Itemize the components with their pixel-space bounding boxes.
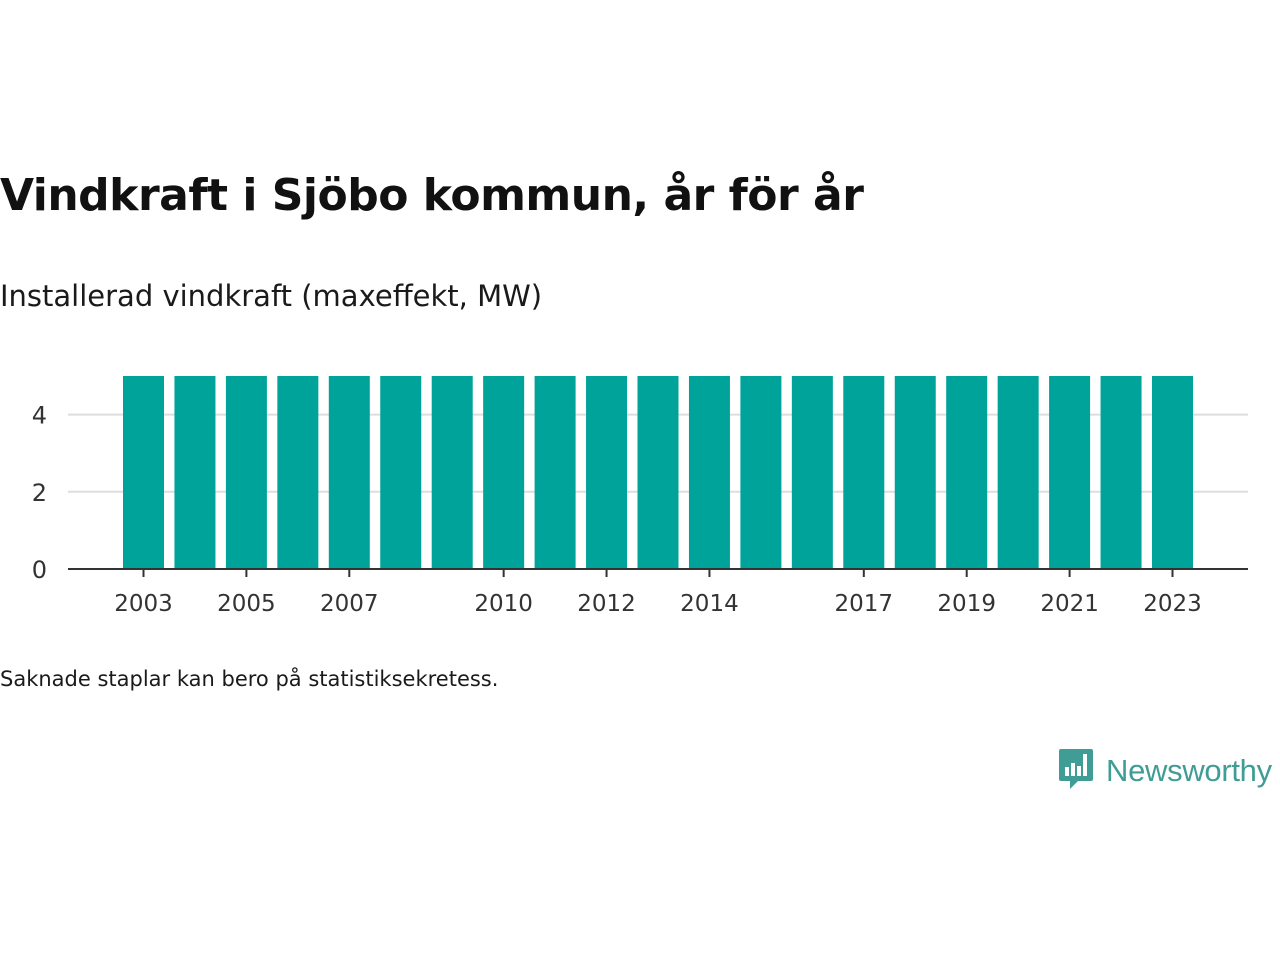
bar-chart: 0 2 4 2003 2005 2007 2010 2012 2014 2017 2019 2021 2… <box>32 376 1248 617</box>
x-tick-label: 2007 <box>320 591 379 617</box>
bar-2008 <box>380 376 422 569</box>
y-tick-label: 0 <box>32 556 47 584</box>
bar-2013 <box>637 376 679 569</box>
bar-2020 <box>997 376 1039 569</box>
bar-2021 <box>1049 376 1091 569</box>
footnote: Saknade staplar kan bero på statistiksek… <box>0 667 499 691</box>
bar-2004 <box>174 376 216 569</box>
bar-2019 <box>946 376 988 569</box>
chart-title: Vindkraft i Sjöbo kommun, år för år <box>0 170 864 221</box>
x-tick-label: 2023 <box>1143 591 1202 617</box>
bar-2014 <box>688 376 730 569</box>
x-tick-label: 2005 <box>217 591 276 617</box>
chart-subtitle: Installerad vindkraft (maxeffekt, MW) <box>0 279 543 313</box>
axes: 0 2 4 2003 2005 2007 2010 2012 2014 2017 2019 2021 2… <box>32 402 1248 617</box>
x-tick-label: 2003 <box>114 591 173 617</box>
bar-2022 <box>1100 376 1142 569</box>
bars <box>123 376 1193 569</box>
x-tick-label: 2019 <box>937 591 996 617</box>
bar-2012 <box>586 376 628 569</box>
brand-name: Newsworthy <box>1106 753 1272 788</box>
y-tick-label: 2 <box>32 479 47 507</box>
bar-2016 <box>791 376 833 569</box>
bar-2009 <box>431 376 473 569</box>
x-tick-label: 2012 <box>577 591 636 617</box>
bar-2010 <box>483 376 525 569</box>
x-tick-label: 2021 <box>1040 591 1099 617</box>
bar-2015 <box>740 376 782 569</box>
x-tick-label: 2010 <box>474 591 533 617</box>
bar-2003 <box>123 376 164 569</box>
bar-2007 <box>328 376 370 569</box>
bar-2023 <box>1152 376 1193 569</box>
bar-2011 <box>534 376 576 569</box>
bar-chart-speech-bubble-icon <box>1058 747 1094 795</box>
y-tick-label: 4 <box>32 402 47 430</box>
x-tick-label: 2014 <box>680 591 739 617</box>
bar-2017 <box>843 376 885 569</box>
brand-logo: Newsworthy <box>1058 748 1272 794</box>
bar-2005 <box>225 376 267 569</box>
bar-2018 <box>894 376 936 569</box>
x-tick-label: 2017 <box>835 591 894 617</box>
bar-2006 <box>277 376 319 569</box>
